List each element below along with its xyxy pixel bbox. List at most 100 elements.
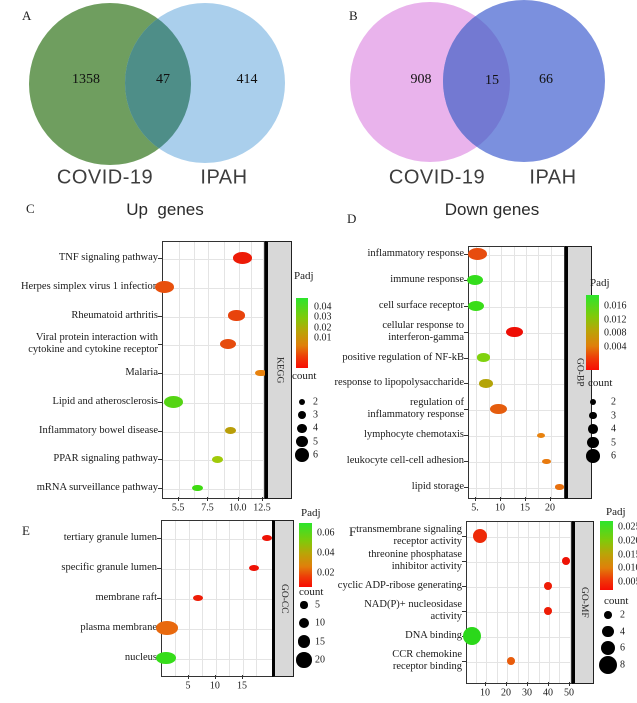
x-tick-label: 10 xyxy=(495,502,505,514)
y-tick-mark xyxy=(158,459,162,461)
x-tick-label: 5.5 xyxy=(171,502,185,514)
count-legend-dot xyxy=(586,449,600,463)
count-legend-dot xyxy=(296,435,308,448)
count-legend-dot xyxy=(600,640,616,656)
gridline-horizontal xyxy=(467,637,571,638)
gridline-horizontal xyxy=(467,612,571,613)
category-label: response to lipopolysaccharide xyxy=(334,377,464,389)
gridline-horizontal xyxy=(467,562,571,563)
category-label: specific granule lumen xyxy=(61,561,157,573)
category-label: threonine phosphatase inhibitor activity xyxy=(368,548,462,572)
count-legend-title: count xyxy=(292,370,317,382)
gridline-vertical xyxy=(496,522,498,683)
x-tick-mark xyxy=(547,682,549,686)
facet-strip: KEGG xyxy=(265,241,292,499)
gridline-horizontal xyxy=(163,489,264,490)
category-label: PPAR signaling pathway xyxy=(53,453,158,465)
x-tick-mark xyxy=(549,497,551,501)
gridline-vertical xyxy=(175,521,177,676)
gridline-vertical xyxy=(513,247,515,498)
x-tick-label: 15 xyxy=(236,680,247,692)
category-label: TNF signaling pathway xyxy=(58,251,158,263)
count-legend-dot xyxy=(295,448,309,462)
count-legend-dot xyxy=(602,626,614,638)
gridline-vertical xyxy=(229,521,231,676)
x-tick-mark xyxy=(178,497,180,501)
x-tick-mark xyxy=(525,497,526,501)
count-legend-dot xyxy=(299,399,305,405)
data-point-dot xyxy=(555,484,564,490)
y-tick-mark xyxy=(158,258,162,259)
x-tick-label: 20 xyxy=(501,687,512,699)
data-point-dot xyxy=(536,432,546,438)
y-tick-mark xyxy=(464,409,468,411)
padj-legend-value: 0.008 xyxy=(604,327,627,339)
y-tick-mark xyxy=(464,435,468,437)
data-point-dot xyxy=(248,564,259,572)
gridline-horizontal xyxy=(469,410,564,412)
gridline-vertical xyxy=(179,242,181,498)
panel-letter: B xyxy=(349,8,358,23)
count-legend-dot xyxy=(599,655,617,674)
data-point-dot xyxy=(507,657,515,665)
count-legend-value: 4 xyxy=(313,422,318,434)
x-tick-mark xyxy=(241,675,243,679)
y-tick-mark xyxy=(157,598,161,599)
venn-overlap-region xyxy=(443,2,510,162)
venn-overlap-count: 47 xyxy=(156,72,170,87)
x-tick-label: 5. xyxy=(471,502,479,514)
venn-right-count: 414 xyxy=(236,72,258,87)
gridline-vertical xyxy=(223,242,225,498)
category-label: Rheumatoid arthritis xyxy=(71,309,158,321)
gridline-horizontal xyxy=(469,280,564,282)
y-tick-mark xyxy=(464,357,468,359)
data-point-dot xyxy=(155,651,176,665)
x-tick-mark xyxy=(506,682,508,686)
gridline-vertical xyxy=(526,247,527,498)
gridline-vertical xyxy=(476,247,478,498)
plot-title: Down genes xyxy=(444,200,540,219)
category-label: inflammatory response xyxy=(367,247,464,259)
count-legend-title: count xyxy=(299,586,324,598)
y-tick-mark xyxy=(158,401,162,403)
gridline-horizontal xyxy=(469,488,564,489)
gridline-vertical xyxy=(569,522,571,683)
count-legend-dot xyxy=(590,399,596,405)
data-point-dot xyxy=(542,458,551,464)
y-tick-mark xyxy=(158,315,162,317)
y-tick-mark xyxy=(158,373,162,374)
category-label: leukocyte cell-cell adhesion xyxy=(346,455,464,467)
padj-gradient-bar xyxy=(586,295,599,370)
facet-label: GO-MF xyxy=(579,587,589,618)
count-legend-dot xyxy=(299,618,309,629)
gridline-horizontal xyxy=(163,402,264,404)
facet-label: GO-BP xyxy=(574,358,585,387)
gridline-vertical xyxy=(528,522,530,683)
panel-letter: E xyxy=(22,523,30,538)
count-legend-value: 20 xyxy=(315,654,325,666)
gridline-horizontal xyxy=(469,384,564,386)
y-tick-mark xyxy=(158,430,162,432)
data-point-dot xyxy=(466,274,484,285)
gridline-horizontal xyxy=(469,462,564,464)
category-label: cyclic ADP-ribose generating xyxy=(337,579,462,591)
padj-gradient-bar xyxy=(600,521,613,590)
count-legend-value: 8 xyxy=(620,659,625,671)
count-legend-dot xyxy=(604,611,612,619)
padj-legend-value: 0.04 xyxy=(317,547,335,559)
y-tick-mark xyxy=(462,561,466,562)
data-point-dot xyxy=(155,280,175,293)
gridline-vertical xyxy=(507,522,509,683)
gridline-horizontal xyxy=(467,587,571,588)
x-tick-label: 50 xyxy=(563,687,574,699)
count-legend-value: 10 xyxy=(315,617,325,629)
panel-letter: F xyxy=(349,524,357,539)
gridline-vertical xyxy=(538,247,540,498)
count-legend-dot xyxy=(589,411,597,420)
category-label: lymphocyte chemotaxis xyxy=(363,429,464,441)
facet-strip: GO-MF xyxy=(572,521,594,684)
venn-left-count: 1358 xyxy=(72,72,100,87)
y-tick-mark xyxy=(464,254,468,255)
padj-legend-value: 0.004 xyxy=(604,341,627,352)
